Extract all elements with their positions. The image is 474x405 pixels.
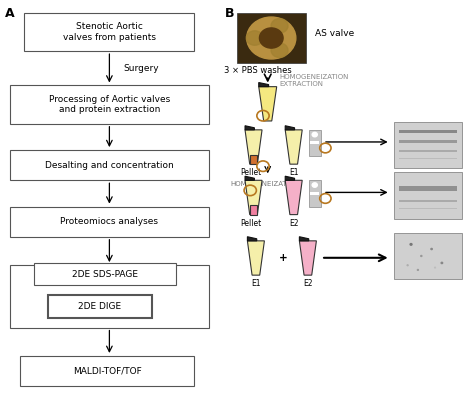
Circle shape: [435, 267, 436, 268]
Text: Stenotic Aortic
valves from patients: Stenotic Aortic valves from patients: [63, 22, 156, 42]
Circle shape: [312, 132, 318, 137]
Polygon shape: [250, 205, 257, 215]
FancyBboxPatch shape: [48, 295, 152, 318]
Text: HOMOGENEIZATION
EXTRACTION: HOMOGENEIZATION EXTRACTION: [280, 74, 349, 87]
Text: E2: E2: [303, 279, 313, 288]
FancyBboxPatch shape: [309, 130, 320, 156]
Circle shape: [271, 19, 288, 33]
Polygon shape: [245, 130, 262, 164]
FancyBboxPatch shape: [10, 207, 209, 237]
Polygon shape: [245, 126, 255, 130]
FancyBboxPatch shape: [400, 200, 457, 202]
Polygon shape: [259, 83, 269, 87]
FancyBboxPatch shape: [394, 122, 463, 168]
Circle shape: [259, 28, 283, 48]
Text: Desalting and concentration: Desalting and concentration: [45, 161, 174, 170]
Polygon shape: [247, 237, 257, 241]
FancyBboxPatch shape: [309, 180, 320, 207]
Text: HOMOGENEIZATION: HOMOGENEIZATION: [230, 181, 299, 188]
Polygon shape: [247, 241, 264, 275]
FancyBboxPatch shape: [400, 150, 457, 152]
FancyBboxPatch shape: [19, 356, 194, 386]
Text: Processing of Aortic valves
and protein extraction: Processing of Aortic valves and protein …: [49, 95, 170, 114]
FancyBboxPatch shape: [24, 13, 194, 51]
Circle shape: [410, 243, 412, 245]
FancyBboxPatch shape: [394, 233, 463, 279]
Text: E1: E1: [251, 279, 261, 288]
FancyBboxPatch shape: [310, 141, 319, 144]
FancyBboxPatch shape: [10, 150, 209, 180]
Text: 2DE DIGE: 2DE DIGE: [78, 302, 121, 311]
FancyBboxPatch shape: [400, 207, 457, 209]
Text: +: +: [278, 253, 287, 263]
FancyBboxPatch shape: [310, 192, 319, 195]
FancyBboxPatch shape: [400, 158, 457, 159]
FancyBboxPatch shape: [400, 141, 457, 143]
Text: 3 × PBS washes: 3 × PBS washes: [224, 66, 292, 75]
Polygon shape: [285, 176, 294, 180]
FancyBboxPatch shape: [34, 263, 175, 285]
FancyBboxPatch shape: [400, 186, 457, 191]
Polygon shape: [259, 87, 277, 121]
Text: AS valve: AS valve: [315, 30, 354, 38]
Polygon shape: [285, 180, 302, 215]
Text: A: A: [5, 7, 15, 20]
Circle shape: [407, 265, 408, 266]
Polygon shape: [245, 180, 262, 215]
Text: E1: E1: [289, 168, 299, 177]
Text: 2DE SDS-PAGE: 2DE SDS-PAGE: [72, 270, 137, 279]
Circle shape: [431, 248, 432, 249]
Polygon shape: [300, 241, 317, 275]
Circle shape: [441, 262, 443, 264]
Polygon shape: [245, 176, 255, 180]
Text: MALDI-TOF/TOF: MALDI-TOF/TOF: [73, 367, 141, 375]
Polygon shape: [250, 155, 257, 164]
Circle shape: [418, 269, 419, 270]
Circle shape: [271, 43, 288, 58]
FancyBboxPatch shape: [400, 130, 457, 133]
Polygon shape: [285, 126, 294, 130]
Circle shape: [312, 183, 318, 187]
Text: E2: E2: [289, 219, 299, 228]
Text: Pellet: Pellet: [240, 219, 262, 228]
Circle shape: [246, 17, 296, 59]
FancyBboxPatch shape: [394, 172, 463, 219]
Polygon shape: [300, 237, 309, 241]
Text: Proteomiocs analyses: Proteomiocs analyses: [60, 217, 158, 226]
FancyBboxPatch shape: [10, 265, 209, 328]
Text: Surgery: Surgery: [124, 64, 159, 72]
Text: B: B: [225, 7, 235, 20]
Polygon shape: [285, 130, 302, 164]
FancyBboxPatch shape: [10, 85, 209, 124]
FancyBboxPatch shape: [237, 13, 306, 63]
Text: Pellet: Pellet: [240, 168, 262, 177]
Circle shape: [246, 31, 263, 45]
